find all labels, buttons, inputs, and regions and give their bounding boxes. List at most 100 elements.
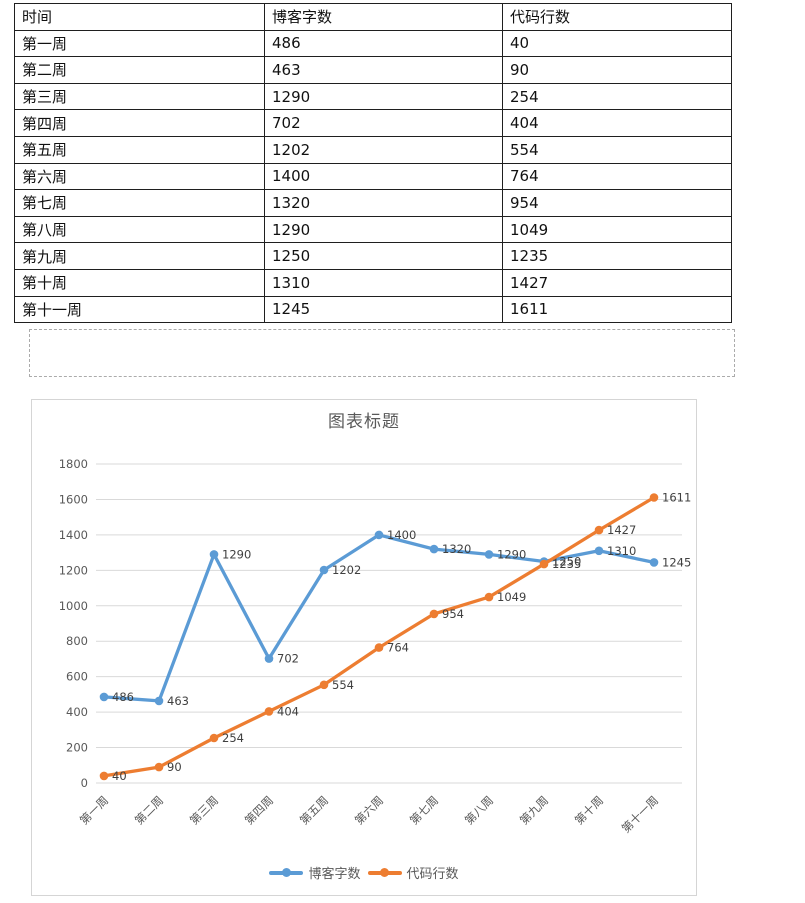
table-cell[interactable]: 1320 <box>264 189 503 217</box>
legend-dot-series-2-icon <box>380 868 389 877</box>
legend-item-series-1[interactable]: 博客字数 <box>269 863 361 882</box>
series-2-point[interactable] <box>154 762 164 772</box>
chart-canvas: 020040060080010001200140016001800第一周 第二周第… <box>59 457 692 836</box>
svg-text:第十一周: 第十一周 <box>619 793 661 835</box>
svg-text:600: 600 <box>66 670 88 684</box>
svg-text:200: 200 <box>66 741 88 755</box>
series-1-point[interactable] <box>99 692 109 702</box>
data-table[interactable]: 时间 博客字数 代码行数 第一周 486 40 第二周 463 90 第三周 1290 254 第四周 7… <box>14 3 732 324</box>
series-2-line[interactable] <box>102 495 656 778</box>
legend-label-series-2: 代码行数 <box>406 867 459 882</box>
table-cell[interactable]: 1290 <box>264 215 503 244</box>
series-1-point[interactable] <box>374 530 384 540</box>
table-cell[interactable]: 第九周 <box>14 242 265 270</box>
series-1-point[interactable] <box>429 544 439 554</box>
series-2-point[interactable] <box>99 771 109 781</box>
table-cell[interactable]: 第一周 <box>14 29 265 58</box>
table-row: 第十一周 1245 1611 <box>14 295 732 324</box>
svg-text:第八周: 第八周 <box>462 793 496 827</box>
series-1-data-labels: 486 463 1290 702 1202 1400 1320 1290 1250 1310 124… <box>112 528 691 708</box>
table-cell[interactable]: 486 <box>264 29 503 58</box>
svg-text:第十周: 第十周 <box>572 793 606 827</box>
table-cell[interactable]: 第十一周 <box>14 295 265 324</box>
series-2-point[interactable] <box>429 609 439 619</box>
table-row: 第四周 702 404 <box>14 109 732 137</box>
table-cell[interactable]: 1049 <box>502 215 732 244</box>
series-1-point[interactable] <box>264 654 274 663</box>
svg-text:800: 800 <box>66 634 88 648</box>
table-cell[interactable]: 954 <box>502 189 732 217</box>
table-cell[interactable]: 第二周 <box>14 56 265 84</box>
table-cell[interactable]: 代码行数 <box>502 3 732 31</box>
table-cell[interactable]: 90 <box>502 56 732 84</box>
table-cell[interactable]: 1245 <box>264 295 503 324</box>
empty-text-frame[interactable] <box>29 329 735 377</box>
table-row: 第一周 486 40 <box>14 29 732 58</box>
series-2-point[interactable] <box>319 680 329 690</box>
table-cell[interactable]: 第六周 <box>14 162 265 191</box>
svg-text:463: 463 <box>167 694 189 708</box>
table-cell[interactable]: 第七周 <box>14 189 265 217</box>
table-cell[interactable]: 1290 <box>264 82 503 111</box>
table-row: 第七周 1320 954 <box>14 189 732 217</box>
svg-text:0: 0 <box>81 776 88 790</box>
table-cell[interactable]: 时间 <box>14 3 265 31</box>
table-cell[interactable]: 40 <box>502 29 732 58</box>
table-cell[interactable]: 1400 <box>264 162 503 191</box>
svg-text:954: 954 <box>442 607 464 621</box>
chart[interactable]: 图表标题 0 200 400 600 800 1000 1200 1400 1600 1800 第一… <box>31 399 697 896</box>
svg-text:1400: 1400 <box>59 528 88 542</box>
table-cell[interactable]: 463 <box>264 56 503 84</box>
data-table-body: 时间 博客字数 代码行数 第一周 486 40 第二周 463 90 第三周 1290 254 第四周 7… <box>14 3 732 324</box>
series-2-point[interactable] <box>209 733 219 743</box>
table-cell[interactable]: 第三周 <box>14 82 265 111</box>
series-2-point[interactable] <box>484 592 494 602</box>
svg-text:1290: 1290 <box>497 547 526 561</box>
svg-text:1611: 1611 <box>662 490 691 504</box>
series-2-point[interactable] <box>539 559 549 569</box>
y-axis-labels: 0 200 400 600 800 1000 1200 1400 1600 1800 <box>59 457 88 790</box>
series-2[interactable] <box>99 493 659 781</box>
svg-text:1200: 1200 <box>59 563 88 577</box>
table-cell[interactable]: 1310 <box>264 268 503 297</box>
svg-text:第三周: 第三周 <box>187 793 221 827</box>
table-cell[interactable]: 第五周 <box>14 135 265 164</box>
series-1-point[interactable] <box>594 546 604 556</box>
table-cell[interactable]: 1202 <box>264 135 503 164</box>
table-cell[interactable]: 1427 <box>502 268 732 297</box>
series-1-point[interactable] <box>484 550 494 559</box>
svg-text:1000: 1000 <box>59 599 88 613</box>
table-cell[interactable]: 第十周 <box>14 268 265 297</box>
series-2-point[interactable] <box>264 707 274 716</box>
svg-text:702: 702 <box>277 652 299 666</box>
legend-marker-series-1-icon <box>269 868 304 877</box>
series-1[interactable] <box>99 530 659 706</box>
table-cell[interactable]: 254 <box>502 82 732 111</box>
table-cell[interactable]: 404 <box>502 109 732 137</box>
table-cell[interactable]: 764 <box>502 162 732 191</box>
table-cell[interactable]: 554 <box>502 135 732 164</box>
svg-text:254: 254 <box>222 731 244 745</box>
table-row: 第九周 1250 1235 <box>14 242 732 270</box>
table-cell[interactable]: 702 <box>264 109 503 137</box>
series-2-point[interactable] <box>374 643 384 652</box>
series-1-point[interactable] <box>209 550 219 559</box>
series-2-point[interactable] <box>594 525 604 535</box>
series-1-point[interactable] <box>649 558 659 567</box>
svg-text:40: 40 <box>112 769 127 783</box>
table-cell[interactable]: 1235 <box>502 242 732 270</box>
svg-text:1235: 1235 <box>552 557 581 571</box>
legend-item-series-2[interactable]: 代码行数 <box>367 863 459 882</box>
series-1-point[interactable] <box>154 696 164 706</box>
series-2-point[interactable] <box>649 493 659 502</box>
table-cell[interactable]: 博客字数 <box>264 3 503 31</box>
table-row: 第八周 1290 1049 <box>14 215 732 244</box>
svg-text:1427: 1427 <box>607 523 636 537</box>
table-cell[interactable]: 1250 <box>264 242 503 270</box>
chart-title: 图表标题 <box>328 412 400 432</box>
series-1-point[interactable] <box>319 565 329 575</box>
y-gridlines <box>96 463 682 784</box>
table-cell[interactable]: 1611 <box>502 295 732 324</box>
table-cell[interactable]: 第四周 <box>14 109 265 137</box>
table-cell[interactable]: 第八周 <box>14 215 265 244</box>
